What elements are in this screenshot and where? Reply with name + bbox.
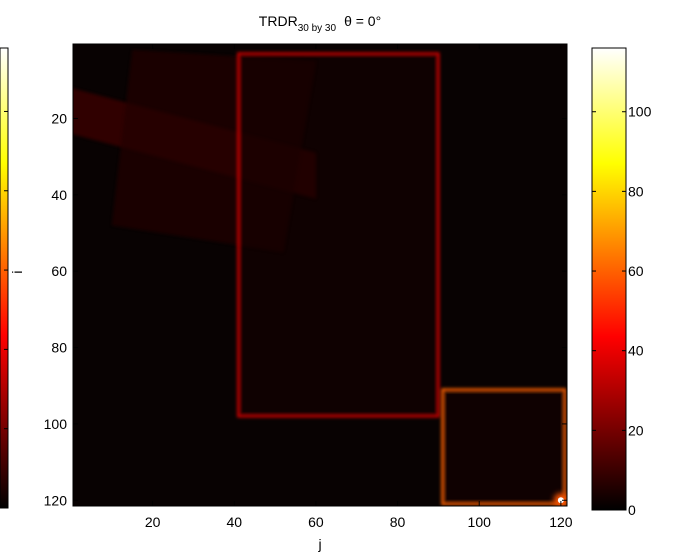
y-tick-label: 120 bbox=[44, 492, 68, 508]
colorbar-tick-label: 80 bbox=[628, 183, 644, 199]
rect-outline bbox=[441, 388, 567, 506]
x-axis-label: j bbox=[317, 536, 321, 552]
chart-title: TRDR30 by 30 θ = 0° bbox=[259, 13, 381, 34]
x-tick-label: 80 bbox=[390, 514, 406, 530]
y-tick-label: 80 bbox=[51, 340, 67, 356]
rect-outline bbox=[237, 52, 440, 418]
x-tick-label: 60 bbox=[308, 514, 324, 530]
x-tick-label: 120 bbox=[549, 514, 573, 530]
colorbar: 0 20 40 60 80 100 bbox=[591, 47, 652, 518]
colorbar-gradient bbox=[592, 48, 626, 510]
y-axis: 20 40 60 80 100 120 bbox=[44, 110, 567, 508]
y-axis-label: i bbox=[9, 270, 25, 273]
x-tick-label: 20 bbox=[145, 514, 161, 530]
x-tick-label: 40 bbox=[226, 514, 242, 530]
colorbar-tick-label: 100 bbox=[628, 104, 652, 120]
left-colorbar-partial bbox=[0, 47, 9, 509]
x-tick-label: 100 bbox=[468, 514, 492, 530]
colorbar-tick-label: 20 bbox=[628, 422, 644, 438]
plot-frame bbox=[72, 43, 568, 507]
colorbar-frame bbox=[591, 47, 627, 511]
y-tick-label: 40 bbox=[51, 187, 67, 203]
x-axis: 20 40 60 80 100 120 bbox=[145, 44, 573, 530]
y-tick-label: 20 bbox=[51, 110, 67, 126]
colorbar-tick-label: 40 bbox=[628, 343, 644, 359]
hotspot bbox=[557, 497, 564, 504]
y-tick-label: 60 bbox=[51, 263, 67, 279]
colorbar-tick-label: 60 bbox=[628, 263, 644, 279]
colorbar-tick-label: 0 bbox=[628, 502, 636, 518]
heatmap-plot: 20 40 60 80 100 120 20 40 60 80 100 120 bbox=[44, 43, 573, 530]
y-tick-label: 100 bbox=[44, 416, 68, 432]
